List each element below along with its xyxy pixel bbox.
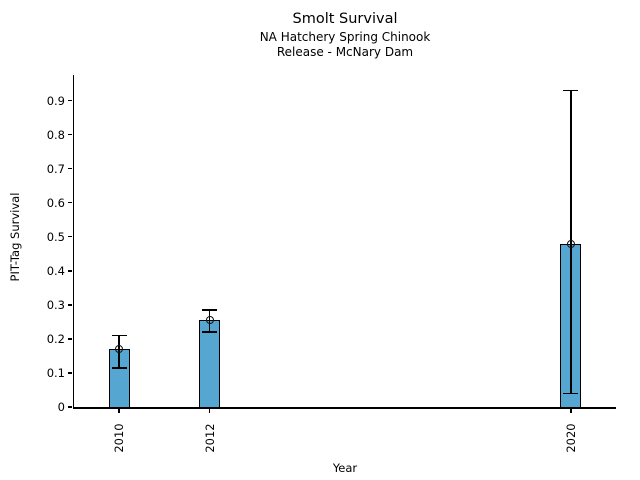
x-tick-mark [208,408,211,414]
y-tick-label: 0.5 [46,229,65,244]
point-marker-circle [566,239,575,248]
y-tick-mark [67,167,73,170]
x-axis-spine [72,407,616,409]
error-bar-cap-bottom [202,331,217,333]
error-bar-cap-top [563,89,579,92]
x-tick-label: 2012 [202,423,217,453]
chart-subtitle-line2: Release - McNary Dam [276,45,414,59]
y-tick-label: 0.1 [46,365,65,380]
y-tick-label: 0.4 [46,263,65,278]
y-tick-mark [67,406,73,408]
y-tick-mark [67,338,73,340]
error-bar-cap-bottom [111,367,127,369]
y-tick-mark [67,235,73,238]
y-tick-label: 0.7 [46,161,65,176]
chart-title: Smolt Survival [292,11,398,27]
y-tick-mark [67,133,73,136]
y-tick-mark [67,99,73,102]
x-tick-mark [570,408,572,414]
y-tick-label: 0.8 [46,127,65,142]
y-tick-label: 0.2 [46,331,65,346]
y-tick-label: 0.9 [46,93,65,108]
y-tick-mark [67,201,73,204]
y-tick-mark [67,372,73,374]
error-bar-cap-bottom [563,392,579,395]
y-tick-mark [67,304,73,306]
point-marker-circle [205,316,214,325]
y-axis-spine [72,75,74,409]
error-bar-cap-top [202,309,217,311]
y-tick-label: 0.6 [46,195,65,210]
x-tick-mark [118,408,120,414]
point-marker-circle [115,345,124,354]
y-tick-label: 0 [57,400,65,414]
x-tick-label: 2020 [563,423,578,453]
error-bar-cap-top [111,334,127,337]
y-tick-mark [67,270,73,272]
y-tick-label: 0.3 [46,297,65,312]
chart-subtitle-line1: NA Hatchery Spring Chinook [259,30,431,44]
bar-2012 [199,320,220,409]
x-tick-label: 2010 [112,423,127,453]
x-axis-label: Year [332,461,358,475]
